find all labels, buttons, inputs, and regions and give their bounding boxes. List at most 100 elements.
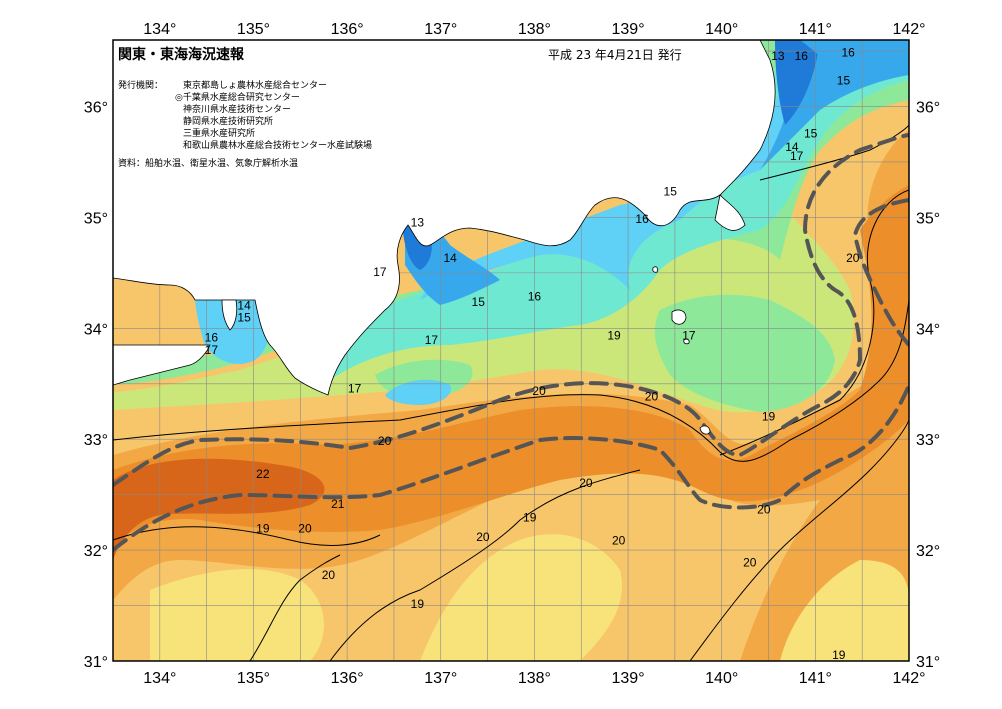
longitude-label-top: 139°: [612, 21, 645, 38]
contour-value-label: 19: [832, 648, 846, 662]
contour-value-label: 17: [790, 149, 804, 163]
longitude-label-bottom: 142°: [892, 670, 925, 687]
contour-value-label: 20: [298, 521, 312, 535]
contour-value-label: 14: [237, 298, 251, 312]
sst-zone-14-coastal: [800, 40, 909, 80]
sst-zone-15-bay: [195, 295, 272, 365]
longitude-label-bottom: 138°: [518, 670, 551, 687]
longitude-label-top: 134°: [143, 21, 176, 38]
miyakejima-island: [683, 338, 690, 345]
contour-value-label: 13: [411, 215, 425, 229]
contour-value-label: 16: [205, 331, 219, 345]
longitude-label-bottom: 136°: [331, 670, 364, 687]
contour-value-label: 16: [841, 46, 855, 60]
contour-value-label: 20: [846, 251, 860, 265]
data-source: 資料：船舶水温、衛星水温、気象庁解析水温: [118, 157, 298, 169]
longitude-labels-top: 134° 135° 136° 137° 138° 139° 140° 141° 142°: [143, 21, 925, 38]
publisher-line: 和歌山県農林水産総合技術センター水産試験場: [183, 139, 372, 151]
longitude-label-top: 140°: [705, 21, 738, 38]
contour-value-label: 20: [378, 434, 392, 448]
contour-line: [113, 526, 381, 546]
longitude-label-bottom: 135°: [237, 670, 270, 687]
latitude-labels-left: 36° 35° 34° 33° 32° 31°: [84, 100, 108, 671]
temperature-contours: [113, 124, 909, 661]
contour-value-label: 19: [411, 597, 425, 611]
contour-value-label: 16: [635, 212, 649, 226]
contour-value-label: 22: [256, 467, 270, 481]
contour-line: [689, 419, 909, 661]
longitude-label-top: 141°: [799, 21, 832, 38]
contour-value-label: 20: [532, 384, 546, 398]
publisher-block: 発行機関： 東京都島しょ農林水産総合センター ◎千葉県水産総合研究センター 神奈…: [118, 79, 372, 169]
longitude-label-bottom: 139°: [612, 670, 645, 687]
kuroshio-axis: [113, 133, 909, 552]
contour-value-label: 15: [472, 295, 486, 309]
contour-value-label: 15: [664, 184, 678, 198]
longitude-label-bottom: 140°: [705, 670, 738, 687]
publisher-line: 神奈川県水産技術センター: [183, 103, 291, 115]
contour-value-label: 19: [523, 510, 537, 524]
sst-zone-22: [113, 458, 325, 560]
contour-value-label: 20: [322, 568, 336, 582]
contour-value-label: 17: [425, 333, 439, 347]
contour-value-label: 20: [476, 530, 490, 544]
kuroshio-axis-line: [113, 133, 909, 487]
longitude-label-top: 136°: [331, 21, 364, 38]
issue-date: 平成 23 年4月21日 発行: [548, 48, 682, 62]
publisher-line: 三重県水産研究所: [183, 127, 255, 139]
contour-value-label: 15: [804, 127, 818, 141]
longitude-label-top: 135°: [237, 21, 270, 38]
honshu-coast: [113, 40, 776, 396]
contour-value-label: 17: [373, 265, 387, 279]
contour-value-label: 17: [682, 328, 696, 342]
boso-peninsula: [714, 194, 746, 231]
sst-zone-17-patch: [654, 294, 835, 412]
contour-line: [719, 189, 909, 456]
niijima-island: [652, 266, 659, 273]
longitude-label-top: 138°: [518, 21, 551, 38]
latitude-label-left: 36°: [84, 100, 108, 117]
contour-value-label: 19: [256, 521, 270, 535]
sst-zone-21: [113, 185, 909, 545]
map-frame: [112, 39, 910, 662]
contour-value-label: 15: [237, 311, 251, 325]
contour-line: [759, 124, 909, 181]
oshima-island: [671, 309, 687, 325]
latitude-label-right: 32°: [916, 543, 940, 560]
latitude-labels-right: 36° 35° 34° 33° 32° 31°: [916, 100, 940, 671]
latitude-label-left: 35°: [84, 210, 108, 227]
sst-zone-15-patch: [385, 379, 451, 405]
contour-value-label: 20: [612, 534, 626, 548]
contour-value-label: 14: [785, 140, 799, 154]
latitude-label-left: 31°: [84, 654, 108, 671]
land: [113, 40, 776, 435]
longitude-label-bottom: 141°: [799, 670, 832, 687]
contour-value-label: 16: [795, 49, 809, 63]
hachijojima-island: [699, 425, 711, 435]
contour-line: [249, 554, 341, 661]
publisher-line: 静岡県水産技術研究所: [183, 115, 273, 127]
latitude-label-left: 34°: [84, 321, 108, 338]
awaji-island: [221, 299, 238, 331]
contour-value-label: 14: [443, 251, 457, 265]
temperature-fill: [113, 40, 909, 661]
contour-value-label: 21: [331, 497, 345, 511]
contour-value-label: 20: [743, 556, 757, 570]
latitude-label-right: 34°: [916, 321, 940, 338]
contour-value-label: 20: [645, 389, 659, 403]
longitude-label-bottom: 134°: [143, 670, 176, 687]
contour-line: [329, 469, 641, 661]
sst-zone-19-southwest: [150, 569, 324, 661]
longitude-label-top: 137°: [424, 21, 457, 38]
longitude-label-top: 142°: [892, 21, 925, 38]
sst-zone-19-southeast: [780, 560, 909, 661]
map-title: 関東・東海海況速報: [118, 46, 245, 63]
contour-value-label: 19: [762, 409, 776, 423]
contour-value-label: 20: [579, 476, 593, 490]
contour-value-label: 17: [348, 382, 362, 396]
contour-value-label: 20: [757, 503, 771, 517]
contour-line: [113, 299, 909, 462]
kuroshio-axis-line: [113, 383, 909, 552]
